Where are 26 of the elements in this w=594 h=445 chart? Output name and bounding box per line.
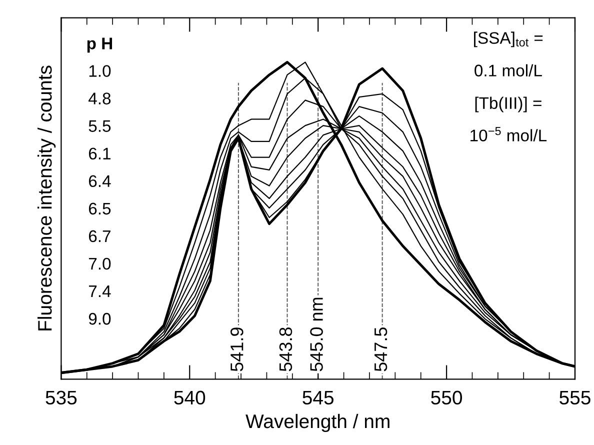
annotation: 6.5: [88, 202, 111, 215]
annotation: 6.1: [88, 148, 110, 160]
ref-line-label: 541.9: [230, 328, 244, 372]
x-tick-label: 545: [302, 390, 334, 405]
ref-line-label: 547.5: [374, 327, 388, 372]
x-tick-label: 555: [560, 390, 590, 405]
annotation: 5.5: [88, 120, 111, 132]
annotation: 10$^{−5}$ mol/L: [470, 127, 547, 142]
text: [SSA]$_{tot}$ =: [474, 32, 543, 48]
x-axis-title: Wavelength / nm: [246, 414, 390, 432]
text: p H: [87, 38, 112, 53]
annotation: 1.0: [89, 65, 111, 77]
x-tick-label: 550: [431, 390, 462, 405]
ref-line-label: 543.8: [279, 328, 292, 372]
annotation: 7.4: [88, 286, 111, 298]
annotation: 7.0: [88, 258, 111, 270]
x-tick-label: 535: [46, 390, 77, 405]
ref-line-label: 545.0 nm: [310, 298, 323, 372]
y-axis-title: Fluorescence intensity / counts: [38, 66, 56, 330]
annotation: 6.7: [88, 230, 110, 242]
annotation: 9.0: [88, 312, 111, 325]
annotation: 6.4: [88, 175, 111, 188]
x-tick-label: 540: [174, 390, 206, 405]
annotation: 4.8: [88, 92, 111, 104]
annotation: [Tb(III)] =: [475, 96, 542, 112]
annotation: 0.1 mol/L: [474, 64, 542, 76]
